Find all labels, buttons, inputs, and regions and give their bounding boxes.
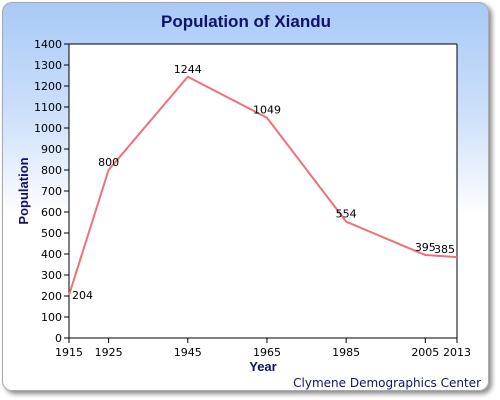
x-tick-label: 1965 xyxy=(253,346,281,359)
y-tick-label: 700 xyxy=(41,185,62,198)
chart-title: Population of Xiandu xyxy=(161,12,331,31)
data-label: 385 xyxy=(434,243,455,256)
data-label: 1049 xyxy=(253,104,281,117)
y-tick-label: 1100 xyxy=(34,101,62,114)
chart-frame: Population of Xiandu 0 100 200 300 400 500 600… xyxy=(2,2,489,391)
data-label: 554 xyxy=(336,208,357,221)
y-tick-label: 100 xyxy=(41,311,62,324)
x-tick-label: 1985 xyxy=(332,346,360,359)
plot-area xyxy=(69,44,457,338)
y-tick-label: 500 xyxy=(41,227,62,240)
x-axis-ticks: 1915 1925 1945 1965 1985 2005 2013 xyxy=(55,338,471,359)
y-axis-title: Population xyxy=(16,157,31,224)
y-tick-label: 600 xyxy=(41,206,62,219)
x-axis-title: Year xyxy=(249,359,276,374)
y-tick-label: 400 xyxy=(41,248,62,261)
series-line xyxy=(68,75,458,296)
y-tick-label: 1000 xyxy=(34,122,62,135)
y-tick-label: 1300 xyxy=(34,59,62,72)
y-tick-label: 300 xyxy=(41,269,62,282)
y-tick-label: 0 xyxy=(55,332,62,345)
line-chart: Population of Xiandu 0 100 200 300 400 500 600… xyxy=(16,12,481,390)
x-tick-label: 2013 xyxy=(443,346,471,359)
x-tick-label: 1945 xyxy=(174,346,202,359)
x-tick-label: 1925 xyxy=(95,346,123,359)
data-label: 395 xyxy=(415,241,436,254)
data-label: 800 xyxy=(98,156,119,169)
y-tick-label: 200 xyxy=(41,290,62,303)
y-tick-label: 1400 xyxy=(34,38,62,51)
y-tick-label: 800 xyxy=(41,164,62,177)
y-tick-label: 900 xyxy=(41,143,62,156)
y-axis-ticks: 0 100 200 300 400 500 600 700 800 900 1000 1100 1200… xyxy=(34,38,69,345)
data-label: 204 xyxy=(72,289,93,302)
y-tick-label: 1200 xyxy=(34,80,62,93)
credit-text: Clymene Demographics Center xyxy=(293,376,481,390)
data-label: 1244 xyxy=(174,63,202,76)
x-tick-label: 1915 xyxy=(55,346,83,359)
x-tick-label: 2005 xyxy=(411,346,439,359)
